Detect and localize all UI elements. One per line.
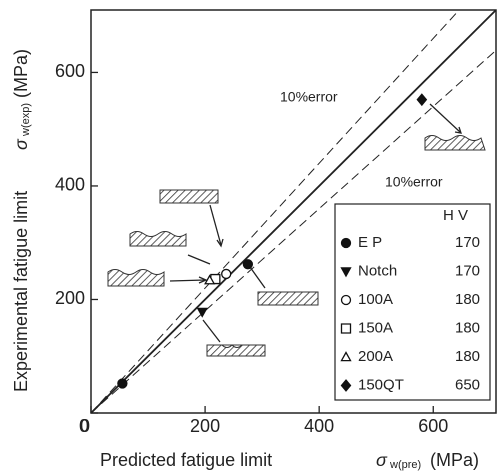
marker bbox=[416, 93, 428, 107]
y-tick-label: 600 bbox=[55, 61, 85, 81]
marker bbox=[204, 274, 216, 285]
legend-marker bbox=[340, 237, 352, 249]
x-tick-label: 200 bbox=[190, 416, 220, 436]
specimen-sketches bbox=[107, 135, 486, 357]
legend-hv: 170 bbox=[455, 234, 480, 251]
legend-marker bbox=[340, 379, 352, 392]
x-tick-label: 600 bbox=[418, 416, 448, 436]
reference-line bbox=[91, 10, 460, 413]
marker bbox=[117, 378, 128, 389]
legend-hv: 180 bbox=[455, 291, 480, 308]
legend-label: E P bbox=[358, 234, 382, 251]
reference-line bbox=[91, 49, 496, 413]
legend-hv: 180 bbox=[455, 348, 480, 365]
marker bbox=[242, 259, 254, 270]
reference-line-label: 10%error bbox=[280, 89, 338, 105]
legend-hv: 170 bbox=[455, 262, 480, 279]
y-tick-label: 200 bbox=[55, 288, 85, 308]
legend-marker bbox=[340, 323, 352, 334]
reference-line bbox=[91, 10, 496, 413]
x-axis-subscript: w(pre) bbox=[389, 459, 421, 471]
marker bbox=[196, 307, 208, 318]
legend-label: Notch bbox=[358, 262, 397, 279]
x-axis-label: Predicted fatigue limit bbox=[100, 450, 272, 470]
legend-label: 150QT bbox=[358, 376, 404, 393]
legend-marker bbox=[340, 351, 352, 362]
legend-marker bbox=[340, 267, 352, 278]
y-axis-symbol: σ bbox=[11, 138, 31, 150]
y-axis-subscript: w(exp) bbox=[20, 103, 32, 137]
legend-hv: 650 bbox=[455, 376, 480, 393]
legend-box bbox=[334, 203, 491, 401]
arrows bbox=[169, 103, 462, 343]
y-axis-label: Experimental fatigue limit bbox=[11, 191, 31, 392]
x-axis-unit: (MPa) bbox=[430, 450, 479, 470]
legend-label: 200A bbox=[358, 348, 393, 365]
y-tick-label: 400 bbox=[55, 175, 85, 195]
legend-hv: 180 bbox=[455, 319, 480, 336]
x-tick-label: 0 bbox=[79, 416, 89, 436]
plot-frame bbox=[90, 9, 497, 414]
y-tick-label: 0 bbox=[80, 416, 90, 436]
legend-label: 150A bbox=[358, 319, 393, 336]
legend-marker bbox=[340, 294, 352, 306]
legend-header: H V bbox=[443, 207, 468, 224]
marker bbox=[221, 268, 232, 280]
x-tick-label: 400 bbox=[304, 416, 334, 436]
reference-line-label: 10%error bbox=[385, 174, 443, 190]
legend-label: 100A bbox=[358, 291, 393, 308]
y-axis-unit: (MPa) bbox=[11, 49, 31, 98]
x-axis-symbol: σ bbox=[376, 450, 388, 470]
